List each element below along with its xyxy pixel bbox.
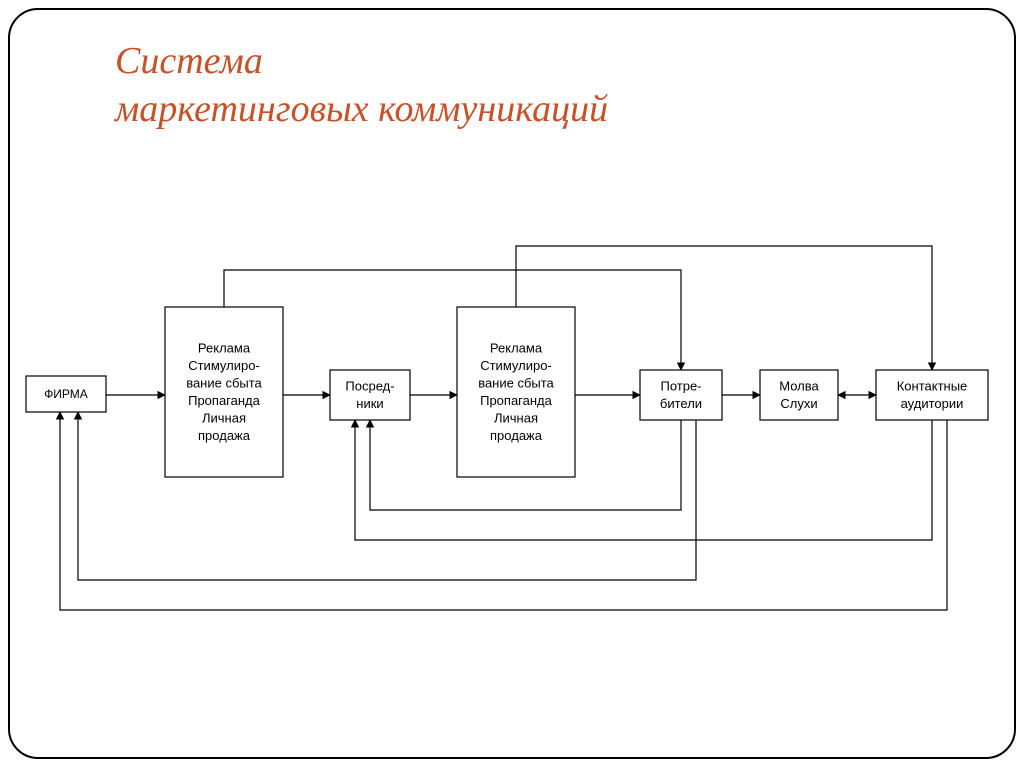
svg-text:Личная: Личная: [494, 411, 538, 426]
svg-text:Стимулиро-: Стимулиро-: [188, 358, 260, 373]
svg-text:продажа: продажа: [490, 428, 543, 443]
svg-text:Стимулиро-: Стимулиро-: [480, 358, 552, 373]
node-mix2: [457, 307, 575, 477]
svg-text:Реклама: Реклама: [490, 340, 543, 355]
svg-text:продажа: продажа: [198, 428, 251, 443]
svg-text:Пропаганда: Пропаганда: [480, 393, 553, 408]
svg-text:ФИРМА: ФИРМА: [44, 387, 88, 401]
svg-text:Посред-: Посред-: [345, 378, 394, 393]
svg-text:вание сбыта: вание сбыта: [186, 376, 262, 391]
svg-text:Личная: Личная: [202, 411, 246, 426]
svg-text:Молва: Молва: [779, 378, 819, 393]
svg-text:Пропаганда: Пропаганда: [188, 393, 261, 408]
svg-text:ники: ники: [356, 396, 383, 411]
flow-diagram: ФИРМА Реклама Стимулиро-вание сбыта Пропага…: [0, 0, 1024, 767]
svg-text:Потре-: Потре-: [660, 378, 701, 393]
svg-text:Слухи: Слухи: [780, 396, 817, 411]
svg-text:аудитории: аудитории: [901, 396, 964, 411]
svg-text:бители: бители: [660, 396, 702, 411]
svg-text:Реклама: Реклама: [198, 340, 251, 355]
node-mix1: [165, 307, 283, 477]
svg-text:вание сбыта: вание сбыта: [478, 376, 554, 391]
svg-text:Контактные: Контактные: [897, 378, 968, 393]
